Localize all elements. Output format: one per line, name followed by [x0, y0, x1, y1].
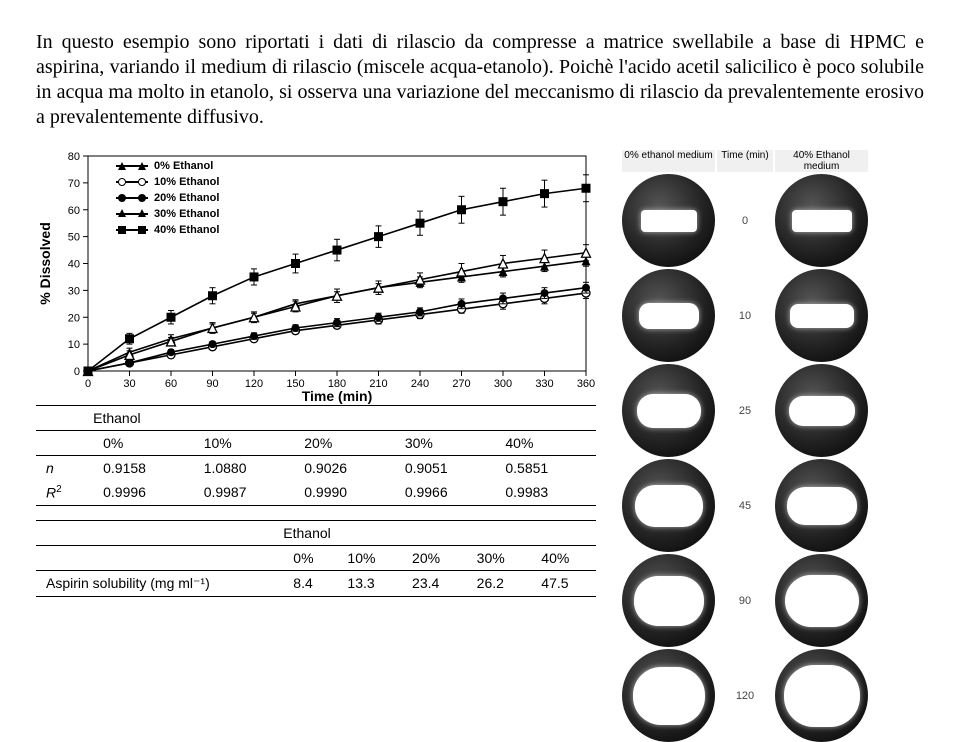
svg-text:60: 60: [68, 205, 80, 217]
svg-text:30: 30: [68, 285, 80, 297]
svg-text:360: 360: [577, 378, 595, 390]
svg-text:10: 10: [68, 339, 80, 351]
svg-text:120: 120: [245, 378, 263, 390]
svg-text:0: 0: [74, 366, 80, 378]
svg-text:50: 50: [68, 232, 80, 244]
solubility-table: Ethanol0%10%20%30%40%Aspirin solubility …: [36, 520, 596, 597]
svg-text:300: 300: [494, 378, 512, 390]
chart-legend: 0% Ethanol10% Ethanol20% Ethanol30% Etha…: [116, 158, 219, 238]
svg-text:330: 330: [535, 378, 553, 390]
svg-text:% Dissolved: % Dissolved: [37, 222, 53, 304]
svg-text:Time (min): Time (min): [302, 388, 373, 404]
svg-text:80: 80: [68, 151, 80, 163]
svg-text:70: 70: [68, 178, 80, 190]
svg-text:240: 240: [411, 378, 429, 390]
svg-text:20: 20: [68, 312, 80, 324]
exponent-table: Ethanol0%10%20%30%40%n0.91581.08800.9026…: [36, 405, 596, 506]
svg-text:30: 30: [123, 378, 135, 390]
dissolution-chart: 0102030405060708003060901201501802102402…: [36, 150, 596, 405]
svg-text:270: 270: [452, 378, 470, 390]
svg-text:90: 90: [206, 378, 218, 390]
svg-text:0: 0: [85, 378, 91, 390]
svg-text:60: 60: [165, 378, 177, 390]
tablet-swelling-images: 0% ethanol mediumTime (min)40% Ethanol m…: [622, 150, 868, 742]
intro-paragraph: In questo esempio sono riportati i dati …: [36, 30, 924, 130]
svg-text:40: 40: [68, 259, 80, 271]
